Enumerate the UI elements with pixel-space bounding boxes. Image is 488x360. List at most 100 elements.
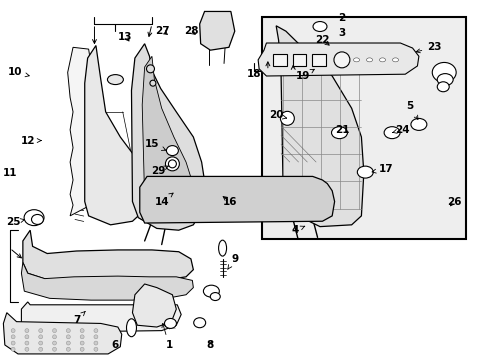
Ellipse shape [39,341,42,345]
Text: 13: 13 [118,32,132,41]
Text: 26: 26 [446,197,460,207]
Text: 20: 20 [268,111,286,121]
Text: 29: 29 [151,166,168,176]
Ellipse shape [107,75,123,85]
Ellipse shape [52,341,57,345]
Ellipse shape [333,52,349,68]
Ellipse shape [39,335,42,339]
Ellipse shape [168,160,176,168]
Text: 9: 9 [227,254,238,269]
Polygon shape [3,313,122,354]
Ellipse shape [11,329,15,333]
Ellipse shape [11,335,15,339]
Ellipse shape [24,210,44,226]
Text: 11: 11 [2,168,17,178]
Ellipse shape [431,62,455,82]
Ellipse shape [203,285,219,297]
Ellipse shape [193,318,205,328]
Text: 8: 8 [206,340,214,350]
Polygon shape [276,26,363,226]
Ellipse shape [31,215,43,224]
Ellipse shape [80,347,84,351]
Ellipse shape [52,335,57,339]
Ellipse shape [52,347,57,351]
Ellipse shape [126,319,136,337]
Text: 6: 6 [112,340,119,350]
Polygon shape [132,284,176,327]
Text: 10: 10 [8,67,29,77]
Ellipse shape [436,82,448,92]
Ellipse shape [25,329,29,333]
Ellipse shape [312,22,326,31]
Polygon shape [131,44,205,230]
Ellipse shape [210,293,220,301]
Ellipse shape [25,341,29,345]
Bar [261,17,465,239]
Ellipse shape [11,341,15,345]
Ellipse shape [11,347,15,351]
Bar [311,54,325,66]
Ellipse shape [379,58,385,62]
Polygon shape [21,262,193,300]
Ellipse shape [66,341,70,345]
Ellipse shape [392,58,398,62]
Text: 19: 19 [295,69,314,81]
Text: 2: 2 [338,13,345,23]
Text: 18: 18 [246,69,261,79]
Text: 5: 5 [406,102,417,120]
Ellipse shape [66,335,70,339]
Ellipse shape [166,145,178,156]
Text: 25: 25 [6,217,24,227]
Ellipse shape [146,65,154,73]
Text: 15: 15 [144,139,165,150]
Ellipse shape [280,111,294,125]
Ellipse shape [410,118,426,130]
Ellipse shape [384,127,399,139]
Text: 3: 3 [338,28,345,38]
Polygon shape [21,302,181,332]
Ellipse shape [366,58,372,62]
Ellipse shape [94,341,98,345]
Ellipse shape [353,58,359,62]
Ellipse shape [94,335,98,339]
Text: 1: 1 [162,323,172,350]
Polygon shape [140,176,334,223]
Text: 7: 7 [73,311,85,325]
Ellipse shape [25,335,29,339]
Polygon shape [67,47,104,216]
Ellipse shape [80,341,84,345]
Ellipse shape [66,329,70,333]
Ellipse shape [436,73,452,86]
Ellipse shape [52,329,57,333]
Text: 22: 22 [315,35,329,45]
Ellipse shape [80,329,84,333]
Text: 27: 27 [155,26,170,36]
Text: 21: 21 [334,125,348,135]
Ellipse shape [25,347,29,351]
Polygon shape [84,45,144,225]
Text: 4: 4 [291,225,304,235]
Bar [292,54,306,66]
Polygon shape [23,230,193,284]
Ellipse shape [66,347,70,351]
Ellipse shape [80,335,84,339]
Text: 23: 23 [415,42,441,53]
Ellipse shape [39,347,42,351]
Ellipse shape [218,240,226,256]
Text: 12: 12 [20,136,41,145]
Text: 17: 17 [371,164,392,174]
Ellipse shape [164,319,176,328]
Polygon shape [142,56,195,221]
Ellipse shape [94,329,98,333]
Ellipse shape [150,80,156,86]
Text: 28: 28 [183,26,198,36]
Polygon shape [258,43,418,76]
Ellipse shape [331,127,347,139]
Ellipse shape [94,347,98,351]
Ellipse shape [39,329,42,333]
Text: 14: 14 [154,193,173,207]
Text: 24: 24 [392,125,409,135]
Text: 16: 16 [222,197,237,207]
Bar [272,54,286,66]
Ellipse shape [165,157,179,171]
